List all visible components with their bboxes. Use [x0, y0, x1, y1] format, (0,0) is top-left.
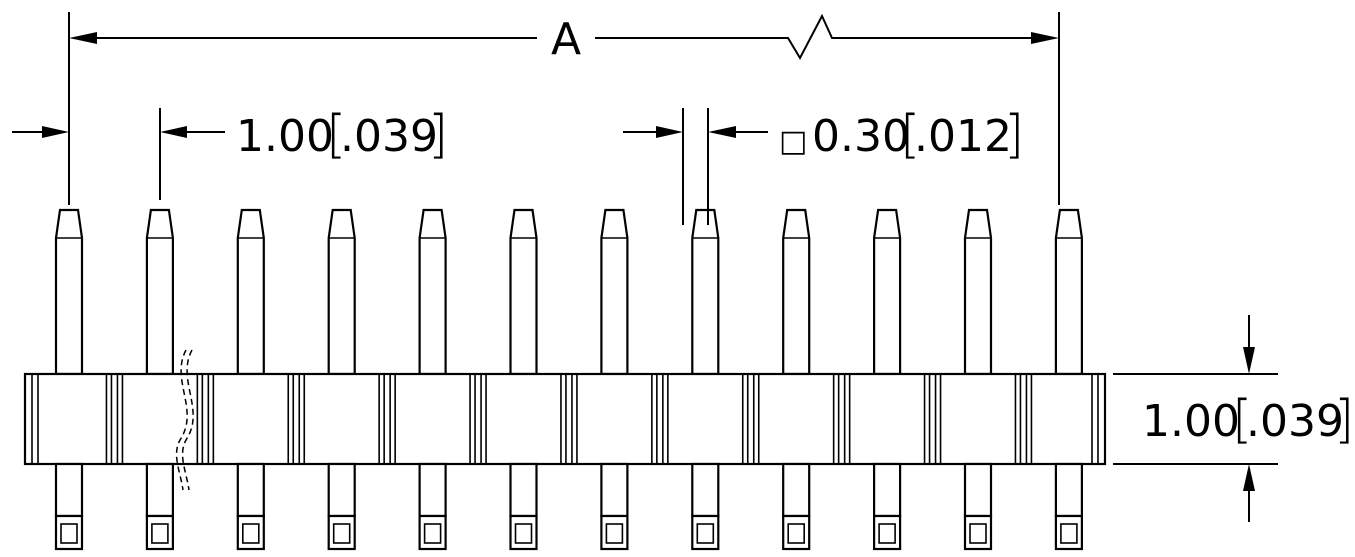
header-body [23, 372, 1107, 466]
pitch-value: 1.00 [236, 111, 334, 162]
zigzag-break [595, 13, 1031, 61]
pin-bottom [509, 462, 538, 518]
pin-tip [691, 514, 720, 551]
pitch-bracket-open: [ [326, 105, 346, 165]
pin-tip [145, 514, 174, 551]
pin-tip-inner [787, 523, 806, 544]
dimension-pin-size: □ 0.30 [ .012 ] [623, 105, 1024, 225]
pin-bottom [963, 462, 993, 518]
pin-size-arrow-right [708, 126, 736, 138]
pin-size-bracket-close: ] [1004, 105, 1024, 165]
pin-tip-inner [242, 523, 260, 544]
pin-size-bracket-open: [ [900, 105, 920, 165]
pin-size-value: 0.30 [812, 111, 910, 162]
pin-bottom [236, 462, 265, 518]
height-bracket-open: [ [1232, 390, 1252, 450]
pin-top [873, 208, 902, 376]
pin-tip-inner [696, 523, 715, 544]
square-symbol: □ [779, 124, 807, 159]
pin-tip [509, 514, 538, 551]
pin-tip-inner [878, 523, 896, 544]
pin-bottom [782, 462, 811, 518]
dimension-a: A [68, 12, 1060, 205]
pin-tip-inner [514, 523, 533, 544]
pin-bottom [600, 462, 629, 518]
pin-top [145, 208, 174, 376]
pin-tip [54, 514, 84, 551]
pin-top [327, 208, 356, 376]
pin-bottom [54, 462, 84, 518]
body-grooves [31, 374, 1099, 464]
pin-tip-inner [423, 523, 442, 544]
height-imperial: .039 [1246, 396, 1344, 447]
height-bracket-close: ] [1334, 390, 1354, 450]
break-line [175, 349, 194, 491]
pin-top [509, 208, 538, 376]
pin-tip [327, 514, 356, 551]
dimension-pitch: 1.00 [ .039 ] [12, 105, 448, 200]
pitch-bracket-close: ] [428, 105, 448, 165]
dimension-body-height: 1.00 [ .039 ] [1113, 315, 1354, 522]
height-arrow-top [1243, 347, 1255, 374]
pin-tip-inner [605, 523, 624, 544]
pin-top [963, 208, 993, 376]
pin-top [54, 208, 84, 376]
pin-top [782, 208, 811, 376]
pitch-imperial: .039 [340, 111, 438, 162]
arrowhead-right [1031, 32, 1059, 44]
pin-tip-inner [60, 523, 78, 544]
pin-tip [418, 514, 447, 551]
pin-tip-inner [151, 523, 169, 544]
pin-top [1054, 208, 1083, 376]
pin-tip [963, 514, 993, 551]
pin-size-arrow-left [656, 126, 683, 138]
pin-tip [872, 514, 902, 551]
pins-top-group [54, 208, 1083, 376]
pins-bottom-group [54, 462, 1084, 551]
pin-bottom [691, 462, 720, 518]
pin-top [600, 208, 629, 376]
pin-tip-inner [1060, 523, 1078, 544]
pin-tip [600, 514, 629, 551]
pin-tip-inner [332, 523, 351, 544]
pitch-arrow-right [160, 126, 187, 138]
arrowhead-left [69, 32, 97, 44]
pin-bottom [418, 462, 447, 518]
pin-tip [782, 514, 811, 551]
pin-top [236, 208, 265, 376]
pin-tip [236, 514, 265, 551]
dimension-a-label: A [551, 14, 581, 65]
pin-bottom [145, 462, 174, 518]
pitch-arrow-left [42, 126, 69, 138]
pin-bottom [872, 462, 902, 518]
pin-bottom [1054, 462, 1084, 518]
pin-bottom [327, 462, 356, 518]
pin-tip-inner [969, 523, 987, 544]
height-arrow-bottom [1243, 464, 1255, 491]
pin-top [418, 208, 447, 376]
pin-tip [1054, 514, 1084, 551]
pin-size-imperial: .012 [914, 111, 1012, 162]
height-value: 1.00 [1142, 396, 1240, 447]
pin-top [691, 208, 720, 376]
